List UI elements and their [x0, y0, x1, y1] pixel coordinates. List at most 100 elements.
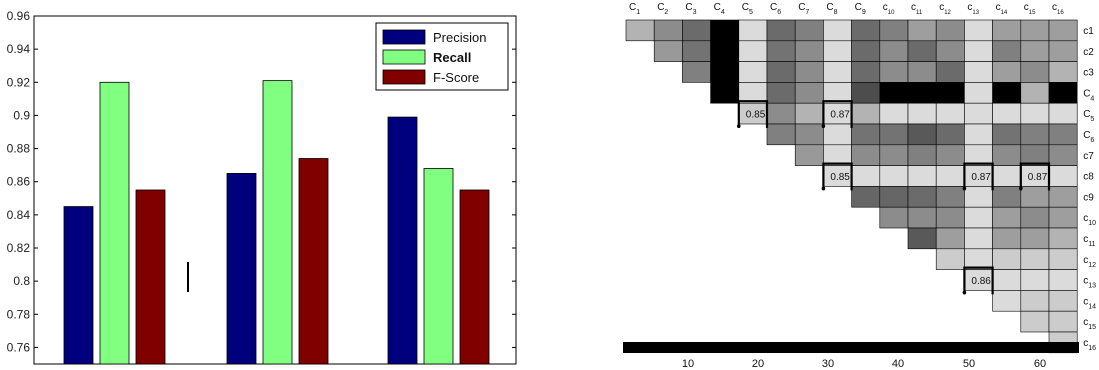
heatmap-cell — [907, 19, 937, 42]
heatmap-cell — [851, 123, 881, 146]
y-tick-label: 0.8 — [13, 274, 30, 288]
y-tick-label: 0.78 — [7, 307, 31, 321]
heatmap-cell — [879, 123, 909, 146]
heatmap-cell — [766, 61, 796, 83]
y-tick-label: 0.88 — [7, 142, 31, 156]
row-label: c9 — [1083, 192, 1094, 203]
bar-recall — [423, 168, 454, 365]
row-label-sub: 13 — [1088, 283, 1096, 290]
y-tick-label: 0.9 — [13, 108, 30, 122]
annotation-dot — [1019, 186, 1023, 191]
column-label-sub: 8 — [834, 9, 838, 16]
heatmap-cell — [738, 40, 768, 62]
row-label-base: c3 — [1083, 68, 1094, 79]
annotation-bracket — [963, 266, 994, 295]
row-label-base: c2 — [1083, 47, 1094, 58]
heatmap-cell — [1020, 227, 1050, 250]
heatmap-cell — [964, 19, 993, 42]
heatmap-cell — [992, 227, 1022, 250]
heatmap-cell — [1020, 186, 1050, 208]
heatmap-cell — [851, 82, 881, 104]
column-label: c16 — [1052, 2, 1064, 16]
heatmap-cell — [1048, 165, 1078, 187]
column-label-sub: 4 — [721, 9, 725, 16]
row-label-sub: 6 — [1090, 137, 1094, 144]
heatmap-cell — [653, 40, 683, 62]
bar-f-score — [135, 189, 166, 365]
heatmap-cell — [879, 165, 909, 187]
row-label-base: c — [1083, 296, 1088, 307]
heatmap-cell — [1048, 186, 1078, 208]
heatmap-cell — [907, 144, 937, 166]
heatmap-cell — [935, 61, 965, 83]
legend-swatch — [382, 29, 426, 45]
heatmap-cell — [823, 144, 852, 166]
column-label-sub: 9 — [862, 9, 866, 16]
row-label-base: c9 — [1083, 192, 1094, 203]
heatmap-cell — [992, 290, 1022, 312]
heatmap-cell — [851, 61, 881, 83]
heatmap-cell — [1020, 206, 1050, 229]
column-label: C5 — [742, 2, 753, 16]
column-label-sub: 15 — [1029, 10, 1036, 16]
row-label: c3 — [1083, 68, 1094, 79]
bar-legend: Precision Recall F-Score — [375, 22, 509, 91]
row-label: c7 — [1083, 151, 1094, 162]
heatmap-cell — [964, 227, 993, 250]
heatmap-cell — [710, 40, 740, 62]
annotation-dot — [821, 124, 826, 128]
bar-precision — [387, 116, 418, 365]
heatmap-cell — [964, 186, 993, 208]
heatmap-cell — [964, 40, 993, 62]
column-label: c10 — [883, 2, 895, 16]
heatmap-cell — [992, 206, 1022, 229]
column-label: C4 — [714, 2, 725, 16]
bar-recall — [99, 81, 130, 365]
row-label: c11 — [1083, 234, 1095, 248]
heatmap-cell — [851, 40, 881, 62]
row-label-sub: 14 — [1088, 303, 1096, 310]
column-label: C6 — [770, 2, 781, 16]
heatmap-cell — [738, 61, 768, 83]
heatmap-cell — [879, 186, 909, 208]
heatmap-cell — [964, 144, 993, 166]
heatmap-cell — [964, 206, 993, 229]
heatmap-cell — [1048, 102, 1078, 125]
row-label: C4 — [1083, 88, 1094, 102]
heatmap-cell — [935, 19, 965, 42]
column-label-sub: 12 — [944, 10, 951, 16]
heatmap-cell — [851, 102, 881, 125]
heatmap-cell — [907, 165, 937, 187]
y-tick-label: 0.96 — [7, 9, 31, 23]
heatmap-cell — [879, 144, 909, 166]
annotation-dot — [821, 186, 826, 191]
heatmap-cell — [1020, 248, 1050, 270]
legend-swatch — [382, 49, 426, 65]
heatmap-cell — [992, 102, 1022, 125]
column-label: c12 — [939, 2, 951, 16]
column-label-sub: 10 — [888, 10, 895, 16]
column-label: C9 — [855, 2, 866, 16]
heatmap-cell — [1048, 310, 1078, 333]
heatmap-cell — [710, 82, 740, 104]
heatmap-cell — [823, 19, 852, 42]
annotation-dot — [737, 124, 741, 128]
heatmap-cell — [907, 227, 937, 250]
heatmap-cell — [1048, 61, 1078, 83]
colorbar-tick-label: 50 — [963, 358, 975, 370]
heatmap-cell — [738, 82, 768, 104]
heatmap-cell — [1048, 227, 1078, 250]
y-tick-label: 0.92 — [7, 75, 31, 89]
heatmap-cell — [766, 102, 796, 125]
row-label-base: c1 — [1083, 26, 1094, 37]
heatmap-cell — [964, 82, 993, 104]
heatmap-cell — [907, 123, 937, 146]
heatmap-cell — [992, 123, 1022, 146]
heatmap-cell — [879, 61, 909, 83]
heatmap-cell — [992, 19, 1022, 42]
heatmap-cell — [935, 165, 965, 187]
colorbar-tick-label: 60 — [1034, 358, 1046, 370]
heatmap-cell — [851, 144, 881, 166]
column-label-base: c — [967, 2, 972, 13]
